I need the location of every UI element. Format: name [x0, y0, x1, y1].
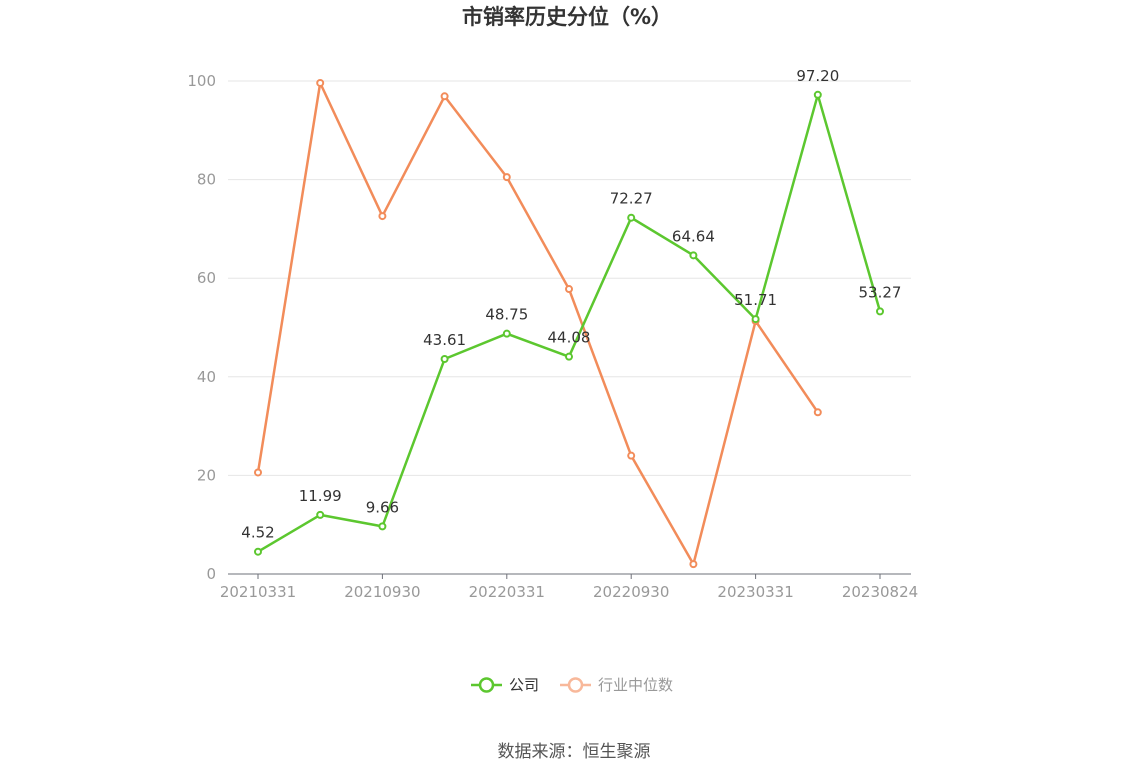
legend-item-0[interactable]: 公司 [471, 676, 539, 694]
data-point[interactable] [813, 90, 822, 99]
y-tick-label: 40 [197, 368, 216, 386]
series-points [254, 78, 884, 569]
x-tick-label: 20220331 [469, 583, 545, 601]
data-point[interactable] [254, 547, 262, 556]
data-point[interactable] [502, 173, 511, 182]
series-line-0 [257, 93, 882, 553]
data-point[interactable] [813, 408, 822, 417]
x-tick-label: 20210930 [344, 583, 420, 601]
y-tick-label: 80 [197, 171, 216, 189]
data-labels: 4.52 11.99 9.66 43.61 48.75 44.08 72.27 64.64 51… [241, 67, 901, 542]
data-label: 72.27 [610, 190, 653, 208]
legend-marker-icon [567, 677, 584, 693]
x-axis: 20210331 20210930 20220331 20220930 20230331… [220, 573, 918, 601]
x-tick-label: 20210331 [220, 583, 296, 601]
legend-label: 行业中位数 [598, 676, 673, 694]
data-point[interactable] [378, 212, 387, 221]
legend-label: 公司 [509, 676, 539, 694]
y-tick-label: 60 [197, 269, 216, 287]
data-point[interactable] [876, 307, 884, 316]
data-label: 97.20 [796, 67, 839, 85]
data-point[interactable] [627, 451, 636, 460]
y-tick-label: 0 [206, 565, 216, 583]
chart-title: 市销率历史分位（%） [462, 5, 672, 29]
data-point[interactable] [254, 468, 262, 477]
data-label: 53.27 [859, 283, 902, 301]
x-tick-label: 20230824 [842, 583, 918, 601]
data-label: 44.08 [548, 329, 591, 347]
data-point[interactable] [440, 355, 449, 364]
legend-marker-icon [478, 677, 495, 693]
series-line-1 [256, 81, 819, 566]
data-point[interactable] [565, 285, 573, 294]
x-tick-label: 20220930 [593, 583, 669, 601]
data-point[interactable] [316, 510, 325, 519]
data-label: 9.66 [366, 498, 399, 516]
data-label: 43.61 [423, 331, 466, 349]
data-label: 64.64 [672, 227, 715, 245]
y-tick-label: 100 [187, 72, 216, 90]
series-lines [256, 81, 882, 566]
legend[interactable]: 公司 行业中位数 [471, 676, 673, 694]
data-point[interactable] [316, 78, 325, 87]
data-point[interactable] [751, 315, 760, 324]
data-point[interactable] [502, 329, 511, 338]
data-point[interactable] [689, 560, 698, 569]
data-point[interactable] [378, 522, 387, 531]
data-point[interactable] [627, 213, 636, 222]
y-axis: 0 20 40 60 80 100 [187, 72, 216, 583]
data-point[interactable] [565, 352, 573, 361]
data-label: 48.75 [485, 306, 528, 324]
legend-item-1[interactable]: 行业中位数 [560, 676, 673, 694]
y-tick-label: 20 [197, 466, 216, 484]
grid [228, 80, 911, 476]
data-point[interactable] [689, 251, 698, 260]
data-label: 11.99 [299, 487, 342, 505]
data-label: 4.52 [241, 524, 274, 542]
data-label: 51.71 [734, 291, 777, 309]
x-tick-label: 20230331 [717, 583, 793, 601]
data-point[interactable] [440, 92, 449, 101]
source-note: 数据来源：恒生聚源 [498, 742, 651, 762]
